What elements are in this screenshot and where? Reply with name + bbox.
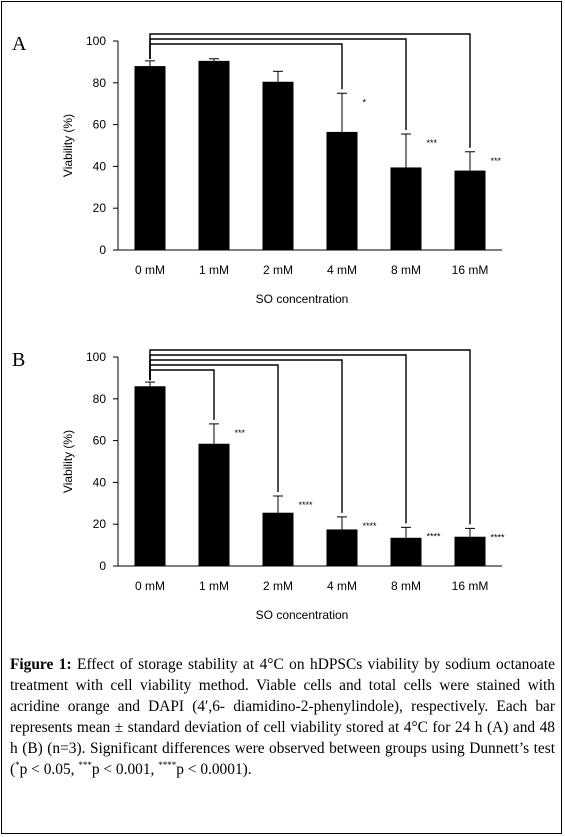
caption-text: Effect of storage stability at 4°C on hD…	[10, 656, 556, 778]
significance-b-4: ****	[427, 531, 442, 541]
significance-b-1: ***	[235, 428, 246, 438]
bar-a-2	[262, 81, 294, 250]
caption-sig-2: ***	[78, 759, 92, 770]
comparison-bracket-a-3	[149, 43, 343, 90]
comparison-bracket-b-5	[149, 349, 471, 525]
bar-b-5	[454, 536, 486, 566]
x-tick-label-a-5: 16 mM	[452, 263, 489, 277]
significance-a-4: ***	[427, 138, 438, 148]
y-tick-label-b-100: 100	[86, 350, 106, 364]
caption-p3: p < 0.0001).	[176, 761, 252, 778]
bar-b-2	[262, 512, 294, 566]
bar-b-1	[198, 443, 230, 566]
y-tick-label-b-80: 80	[93, 392, 107, 406]
x-tick-label-b-3: 4 mM	[327, 579, 357, 593]
y-tick-label-a-40: 40	[93, 159, 107, 173]
figure-caption: Figure 1: Effect of storage stability at…	[10, 654, 555, 780]
caption-sig-3: ****	[158, 759, 177, 770]
x-axis-title-b: SO concentration	[256, 608, 349, 622]
significance-b-2: ****	[299, 500, 314, 510]
bar-a-5	[454, 170, 486, 250]
x-tick-label-b-2: 2 mM	[263, 579, 293, 593]
y-tick-label-b-40: 40	[93, 475, 107, 489]
x-axis-title-a: SO concentration	[256, 292, 349, 306]
y-axis-title-a: Viability (%)	[61, 114, 75, 177]
x-tick-label-a-2: 2 mM	[263, 263, 293, 277]
y-tick-label-a-60: 60	[93, 118, 107, 132]
x-tick-label-b-0: 0 mM	[135, 579, 165, 593]
panel-label-a: A	[12, 33, 27, 55]
bar-a-1	[198, 60, 230, 251]
caption-p1: p < 0.05,	[19, 761, 79, 778]
significance-a-5: ***	[491, 156, 502, 166]
y-tick-label-b-0: 0	[99, 559, 106, 573]
y-tick-label-a-20: 20	[93, 201, 107, 215]
significance-b-3: ****	[363, 521, 378, 531]
comparison-bracket-b-3	[149, 359, 343, 513]
y-tick-label-a-100: 100	[86, 34, 106, 48]
panel-label-b: B	[12, 349, 25, 371]
x-tick-label-b-4: 8 mM	[391, 579, 421, 593]
bar-b-3	[326, 529, 358, 566]
y-axis-title-b: Viability (%)	[61, 430, 75, 493]
x-tick-label-a-0: 0 mM	[135, 263, 165, 277]
bar-a-4	[390, 167, 422, 250]
significance-b-5: ****	[491, 532, 506, 542]
bar-a-0	[134, 66, 166, 250]
x-tick-label-b-5: 16 mM	[452, 579, 489, 593]
comparison-bracket-a-5	[149, 33, 471, 148]
caption-p2: p < 0.001,	[91, 761, 159, 778]
bar-a-3	[326, 131, 358, 250]
y-tick-label-b-60: 60	[93, 434, 107, 448]
x-tick-label-a-3: 4 mM	[327, 263, 357, 277]
x-tick-label-a-1: 1 mM	[199, 263, 229, 277]
figure-charts: A 0 20 40 60 80 100 Viability (%) 0 mM 1 mM 2 mM 4 …	[12, 33, 506, 622]
x-tick-label-a-4: 8 mM	[391, 263, 421, 277]
caption-sig-1: *	[15, 759, 20, 770]
x-tick-label-b-1: 1 mM	[199, 579, 229, 593]
significance-a-3: *	[363, 97, 367, 107]
y-tick-label-a-0: 0	[99, 243, 106, 257]
bar-b-4	[390, 537, 422, 566]
caption-figure-label: Figure 1:	[10, 656, 72, 673]
bar-b-0	[134, 386, 166, 566]
y-tick-label-a-80: 80	[93, 76, 107, 90]
y-tick-label-b-20: 20	[93, 517, 107, 531]
